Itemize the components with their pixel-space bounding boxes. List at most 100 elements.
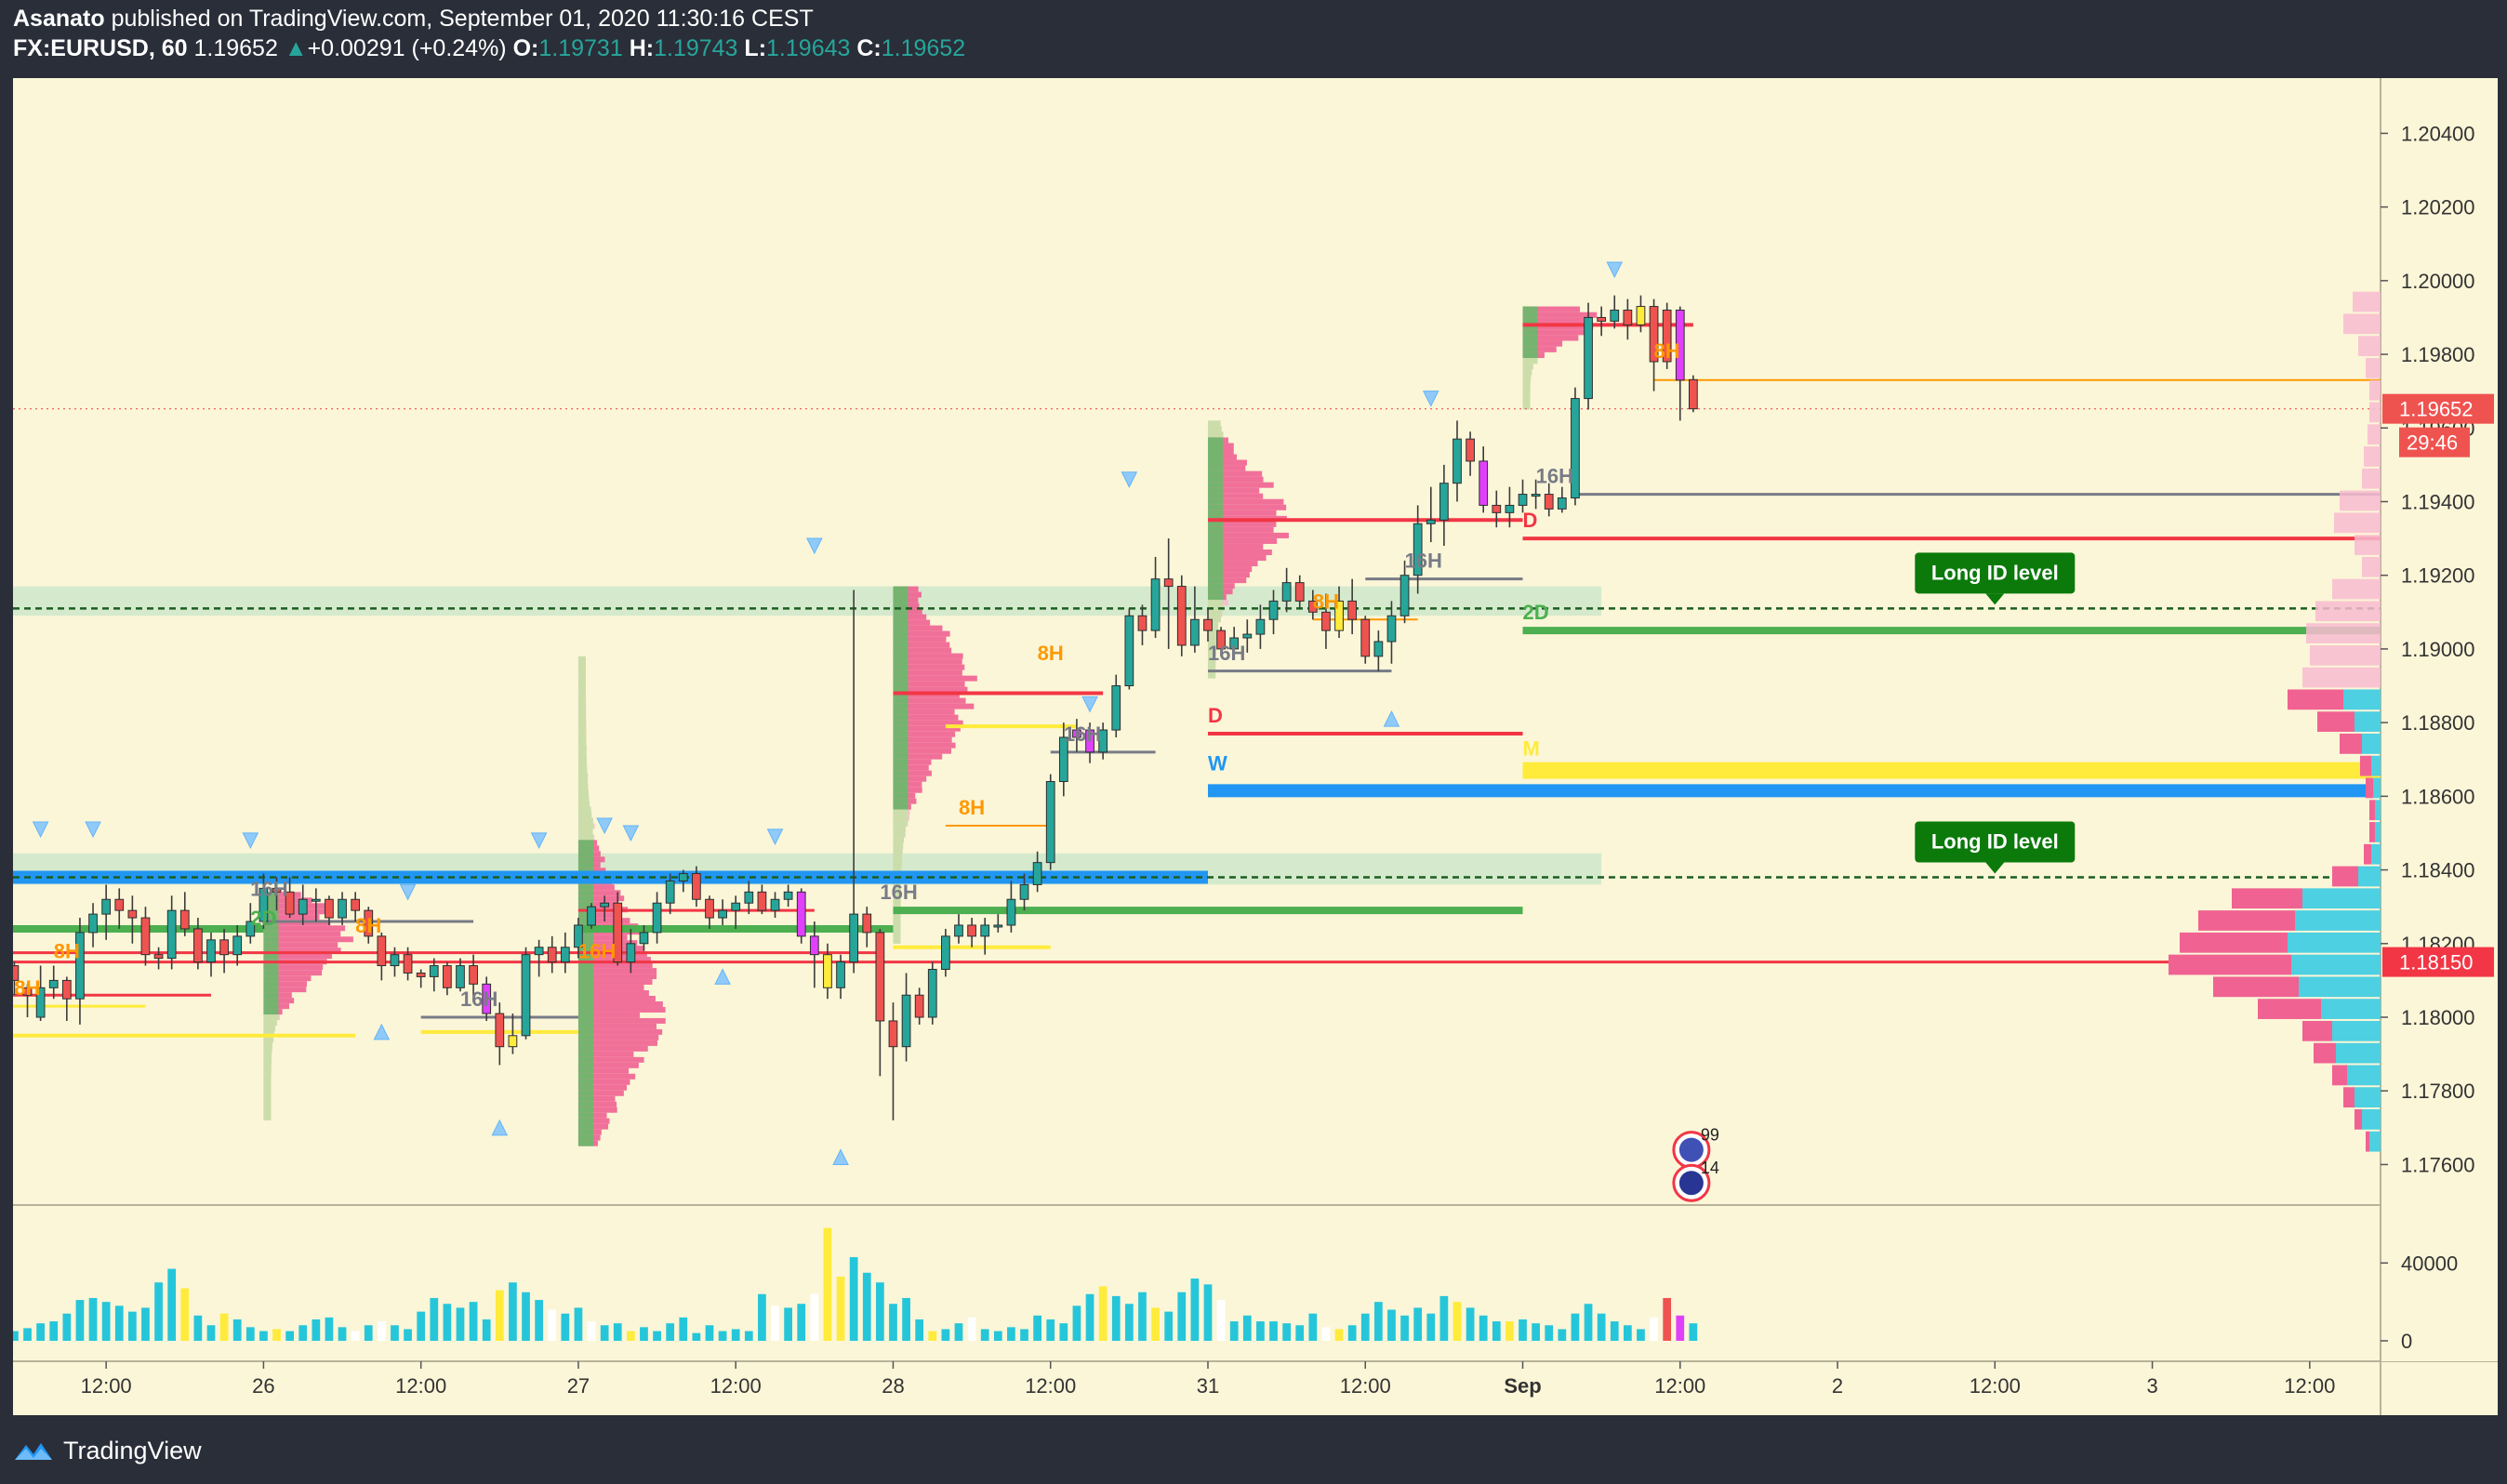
volume-bar <box>1203 1284 1213 1341</box>
session-profile-bar <box>577 1118 610 1124</box>
session-profile-bar <box>893 647 952 654</box>
session-profile-edge <box>893 669 909 676</box>
publish-info: Asanato published on TradingView.com, Se… <box>13 6 814 33</box>
low-label: L: <box>744 35 767 61</box>
footer-brand[interactable]: TradingView <box>13 1430 202 1471</box>
volume-bar <box>1229 1321 1239 1341</box>
session-profile-bar <box>577 979 653 986</box>
price-tick-label: 1.19800 <box>2401 343 2475 366</box>
session-profile-edge <box>577 734 587 740</box>
session-profile-edge <box>577 823 593 829</box>
session-profile-bar <box>1207 498 1284 505</box>
volume-bar <box>1558 1329 1567 1341</box>
candle-body <box>259 887 269 922</box>
session-profile-edge <box>577 996 593 1001</box>
session-profile-bar <box>893 692 960 698</box>
session-profile-edge <box>893 820 909 827</box>
session-profile-edge <box>1207 420 1221 427</box>
volume-bar <box>1506 1321 1514 1341</box>
chart-area[interactable]: 8H 16H D 16H 8H 16H 2D D W M 8H 16H 8H 16H 16H 2D 16H 8H 1… <box>9 78 2498 1415</box>
candle-body <box>1505 504 1515 513</box>
candle-body <box>941 935 950 971</box>
candle-body <box>888 1020 898 1048</box>
candle-body <box>325 898 334 919</box>
volume-bar <box>351 1331 360 1341</box>
time-tick-label: 31 <box>1197 1374 1219 1398</box>
volume-bar <box>1413 1307 1423 1341</box>
session-profile-bar <box>263 981 307 987</box>
session-profile-edge <box>893 586 909 592</box>
session-profile-edge <box>893 787 909 793</box>
candle-body <box>351 898 361 911</box>
symbol-label[interactable]: FX:EURUSD, 60 <box>13 35 188 61</box>
session-profile-edge <box>577 706 587 712</box>
candle-body <box>521 954 531 1037</box>
session-profile-edge <box>577 1045 593 1052</box>
price-chart[interactable]: 8H 16H D 16H 8H 16H 2D D W M 8H 16H 8H 16H 16H 2D 16H 8H 1… <box>9 78 2498 1415</box>
session-profile-edge <box>577 756 587 762</box>
time-tick-label: 26 <box>252 1374 274 1398</box>
candle-body <box>1544 494 1554 510</box>
volume-bar <box>1046 1318 1055 1341</box>
vrp-cyan-bar <box>2299 976 2381 998</box>
price-tick-label: 1.19200 <box>2401 564 2475 588</box>
volume-bar <box>771 1305 779 1341</box>
candle-body <box>1584 316 1593 400</box>
candle-body <box>1321 611 1331 631</box>
countdown-badge <box>2399 427 2470 457</box>
session-profile-bar <box>1207 537 1278 544</box>
vrp-pink-bar <box>2340 734 2362 754</box>
volume-bar <box>1347 1325 1357 1341</box>
vrp-pink-bar <box>2198 910 2295 931</box>
vrp-pink-bar <box>2213 976 2299 998</box>
vrp-cyan-bar <box>2362 1109 2381 1130</box>
session-profile-bar <box>263 936 353 943</box>
session-profile-bar <box>577 1012 640 1018</box>
candle-body <box>1623 310 1633 325</box>
publisher-name[interactable]: Asanato <box>13 6 105 32</box>
session-profile-edge <box>1207 633 1217 640</box>
volume-bar <box>141 1307 150 1341</box>
session-profile-bar <box>577 940 638 947</box>
session-profile-edge <box>577 912 593 919</box>
session-profile-edge <box>577 940 593 947</box>
session-profile-edge <box>1522 375 1532 381</box>
candle-body <box>140 917 151 956</box>
session-profile-edge <box>263 992 279 999</box>
session-profile-edge <box>263 1097 272 1104</box>
candle-body <box>1085 729 1094 753</box>
candle-body <box>1452 438 1462 484</box>
volume-bar <box>823 1227 832 1341</box>
volume-bar <box>1663 1297 1672 1341</box>
candle-body <box>1150 578 1161 631</box>
session-profile-bar <box>263 931 341 937</box>
session-profile-edge <box>893 614 909 620</box>
volume-bar <box>849 1257 858 1341</box>
volume-bar <box>127 1311 137 1341</box>
candle-body <box>153 954 164 960</box>
candle-body <box>770 898 780 911</box>
session-profile-edge <box>893 625 909 631</box>
candle-body <box>1399 575 1410 616</box>
close-value: 1.19652 <box>881 35 966 61</box>
candle-body <box>35 987 46 1018</box>
session-profile-edge <box>893 742 909 749</box>
volume-bar <box>509 1282 517 1341</box>
down-triangle-marker <box>32 821 49 839</box>
session-profile-bar <box>893 681 965 687</box>
session-profile-bar <box>1207 465 1246 471</box>
session-profile-bar <box>1207 526 1274 533</box>
session-profile-edge <box>893 842 904 849</box>
session-profile-edge <box>263 1037 274 1043</box>
brand-name[interactable]: TradingView <box>63 1436 202 1464</box>
down-triangle-marker <box>1081 696 1098 713</box>
session-profile-edge <box>263 998 279 1004</box>
session-profile-edge <box>577 778 589 785</box>
session-profile-bar <box>263 903 325 909</box>
session-profile-edge <box>893 826 906 832</box>
session-profile-edge <box>893 608 909 615</box>
open-value: 1.19731 <box>538 35 623 61</box>
session-profile-edge <box>577 890 593 896</box>
session-profile-edge <box>577 968 593 974</box>
volume-bar <box>1597 1313 1606 1341</box>
